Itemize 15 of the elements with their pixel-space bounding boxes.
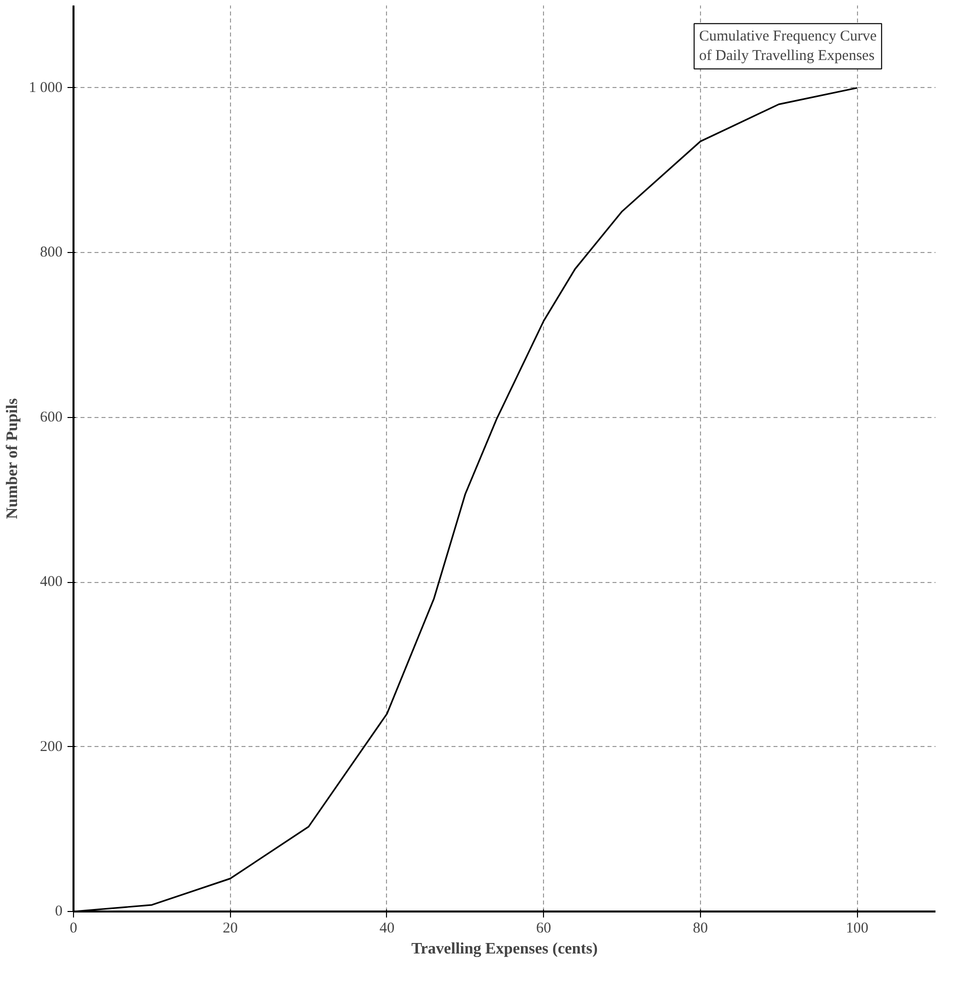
x-tick-label: 40 xyxy=(379,920,394,936)
y-axis-title: Number of Pupils xyxy=(4,398,21,519)
y-tick-label: 200 xyxy=(40,738,62,755)
y-tick-label: 0 xyxy=(55,904,62,920)
text: Cumulative Frequency Curve of Daily Travelling Expenses xyxy=(699,28,877,64)
x-tick-label: 0 xyxy=(70,920,78,936)
x-tick-label: 100 xyxy=(846,920,868,936)
x-tick-label: 80 xyxy=(692,920,708,936)
x-axis-title: Travelling Expenses (cents) xyxy=(411,940,598,958)
y-tick-label: 400 xyxy=(40,574,62,590)
x-tick-label: 60 xyxy=(536,920,552,936)
y-tick-label: 1 000 xyxy=(28,80,62,96)
x-tick-label: 20 xyxy=(222,920,238,936)
y-tick-label: 800 xyxy=(40,244,62,261)
y-tick-label: 600 xyxy=(40,409,62,426)
